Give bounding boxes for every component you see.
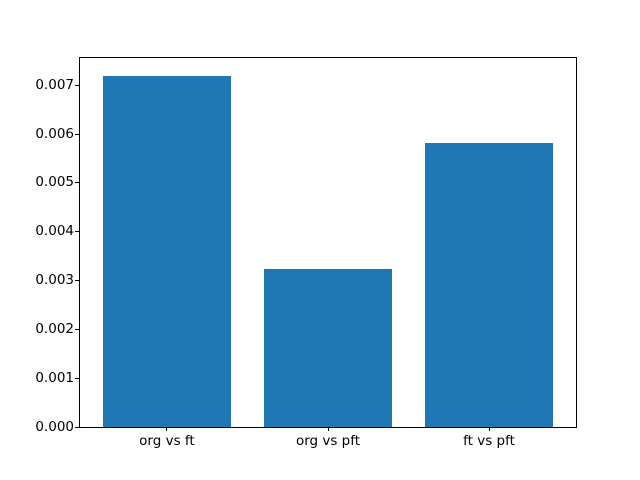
x-tick-label: org vs ft: [139, 433, 195, 449]
plot-area: 0.000 0.001 0.002 0.003 0.004 0.005 0.006 0.007…: [35, 57, 577, 449]
y-tick-label: 0.004: [35, 223, 74, 240]
y-tick-label: 0.000: [35, 418, 74, 435]
y-tick-label: 0.007: [35, 76, 74, 93]
x-tick-mark: [327, 427, 329, 431]
x-tick-mark: [166, 427, 168, 431]
y-tick-label: 0.001: [35, 369, 74, 386]
y-tick-mark: [75, 133, 79, 135]
x-tick-label: org vs pft: [295, 433, 361, 449]
y-tick-mark: [75, 280, 79, 282]
y-tick-mark: [75, 377, 79, 379]
y-tick-mark: [75, 426, 79, 428]
y-tick-mark: [75, 231, 79, 233]
y-tick-label: 0.002: [35, 320, 74, 337]
y-tick-label: 0.003: [35, 272, 74, 289]
y-tick-label: 0.005: [35, 174, 74, 191]
y-tick-label: 0.006: [35, 125, 74, 142]
x-tick-label: ft vs pft: [463, 433, 515, 449]
bar-ft-vs-pft: [424, 142, 554, 427]
x-tick-mark: [488, 427, 490, 431]
y-tick-mark: [75, 182, 79, 184]
bar-org-vs-ft: [102, 75, 232, 427]
y-tick-mark: [75, 84, 79, 86]
bar-org-vs-pft: [263, 269, 393, 427]
y-tick-mark: [75, 328, 79, 330]
